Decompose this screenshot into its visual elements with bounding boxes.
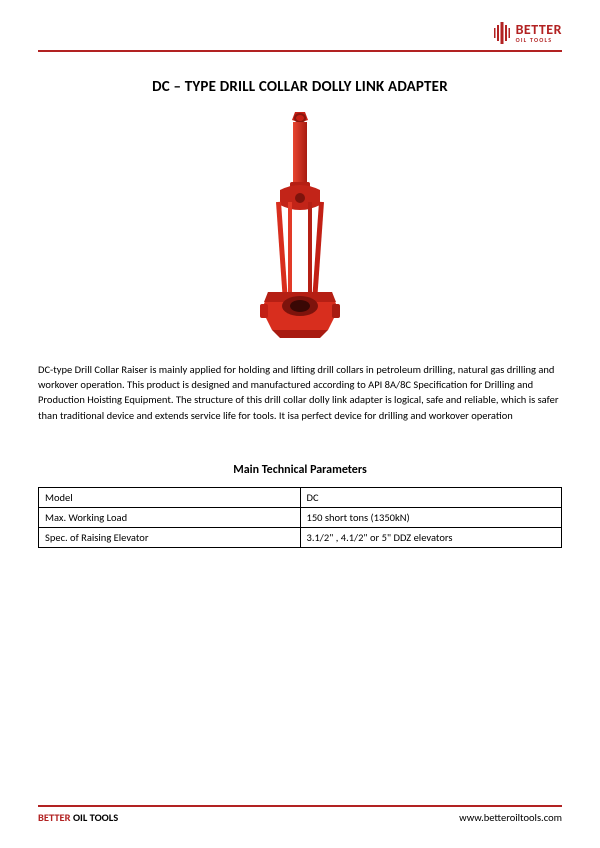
param-label: Max. Working Load	[39, 507, 301, 527]
page-title: DC – TYPE DRILL COLLAR DOLLY LINK ADAPTE…	[38, 78, 562, 96]
product-image	[38, 110, 562, 340]
footer-url: www.betteroiltools.com	[459, 811, 562, 824]
product-description: DC-type Drill Collar Raiser is mainly ap…	[38, 362, 562, 423]
brand-name: BETTER	[516, 23, 562, 37]
param-label: Model	[39, 487, 301, 507]
table-row: Max. Working Load 150 short tons (1350kN…	[39, 507, 562, 527]
param-label: Spec. of Raising Elevator	[39, 527, 301, 547]
param-value: DC	[300, 487, 562, 507]
footer-rule	[38, 805, 562, 807]
param-value: 3.1/2" , 4.1/2" or 5" DDZ elevators	[300, 527, 562, 547]
page-header: BETTER OIL TOOLS	[38, 22, 562, 48]
table-heading: Main Technical Parameters	[38, 463, 562, 477]
footer-brand-bold: BETTER	[38, 811, 71, 824]
brand-subname: OIL TOOLS	[516, 37, 562, 43]
header-rule	[38, 50, 562, 52]
brand-mark-icon	[492, 22, 512, 44]
parameters-table: Model DC Max. Working Load 150 short ton…	[38, 487, 562, 548]
footer-brand: BETTER OIL TOOLS	[38, 811, 118, 824]
param-value: 150 short tons (1350kN)	[300, 507, 562, 527]
page-footer: BETTER OIL TOOLS www.betteroiltools.com	[38, 805, 562, 824]
footer-brand-rest: OIL TOOLS	[71, 811, 119, 824]
drill-collar-adapter-icon	[230, 110, 370, 340]
table-row: Model DC	[39, 487, 562, 507]
brand-logo: BETTER OIL TOOLS	[492, 22, 562, 44]
table-row: Spec. of Raising Elevator 3.1/2" , 4.1/2…	[39, 527, 562, 547]
